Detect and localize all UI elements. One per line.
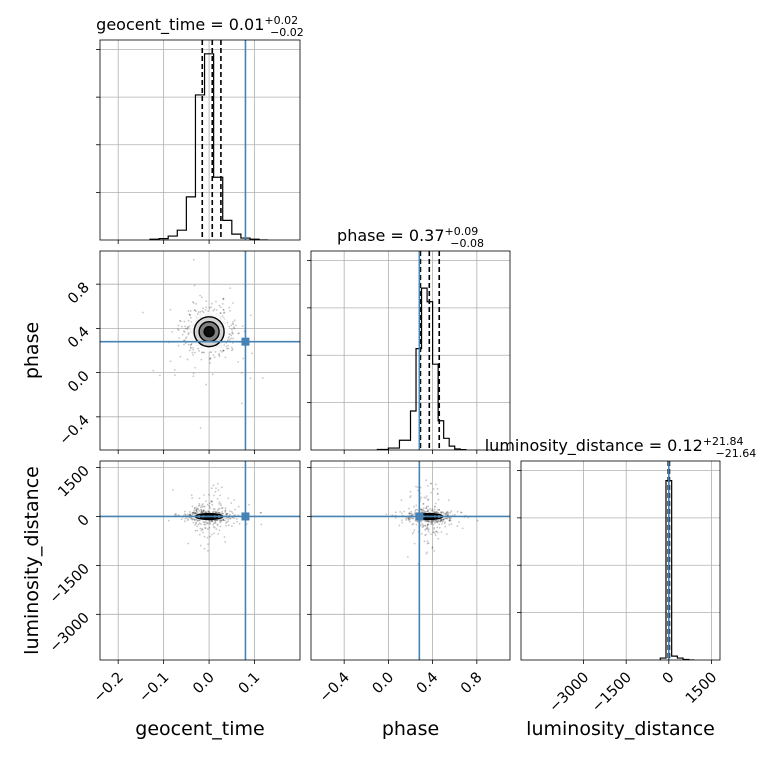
x-tick-label: 1500 [683,670,720,707]
gridlines [100,461,300,660]
histogram-geocent_time [149,53,269,240]
panel-phase-luminosity_distance: −0.4 0.0 0.4 0.8 phase [307,460,511,740]
panel-frame [310,460,511,661]
samples-phase-luminosity_distance [385,479,479,565]
y-tick-label: −3000 [47,610,93,656]
x-tick-label: −0.4 [317,670,353,706]
marginal-title: geocent_time = 0.01+0.02 −0.02 [96,14,304,39]
panel-luminosity_distance-luminosity_distance: luminosity_distance = 0.12+21.84 −21.64 −3… [485,435,757,740]
histogram-phase [376,287,467,450]
panel-geocent_time-phase: −0.4 0.0 0.4 0.8 phase [21,250,301,454]
x-tick-label: 0.0 [370,670,398,698]
panel-geocent_time-luminosity_distance: −3000−1500 0 1500 luminosity_distance −0.2 −0… [21,460,301,740]
panel-phase-phase: phase = 0.37+0.09 −0.08 [307,225,511,454]
x-axis-label: geocent_time [135,718,264,740]
panel-frame [99,460,301,661]
panel-frame [520,460,721,661]
x-tick-label: 0.1 [236,670,264,698]
histogram-luminosity_distance [659,479,695,660]
y-tick-label: 0.0 [65,368,93,396]
x-tick-label: 0 [660,670,678,688]
panel-frame [99,250,301,451]
truth-marker [415,512,424,521]
x-tick-label: −0.1 [136,670,172,706]
gridlines [100,251,300,450]
y-tick-label: −1500 [47,561,93,607]
y-tick-label: 0 [75,512,93,530]
y-axis-label: luminosity_distance [21,466,43,655]
samples-geocent_time-phase [141,258,264,430]
y-tick-label: −0.4 [57,412,93,448]
panel-geocent_time-geocent_time: geocent_time = 0.01+0.02 −0.02 [96,14,304,244]
truth-marker [241,512,250,521]
x-tick-label: 0.0 [190,670,218,698]
gridlines [100,40,300,240]
x-axis-label: luminosity_distance [526,718,715,740]
panel-frame [99,39,301,241]
marginal-title: luminosity_distance = 0.12+21.84 −21.64 [485,435,757,460]
y-axis-label: phase [21,322,43,379]
x-tick-label: −0.2 [91,670,127,706]
x-tick-label: −1500 [589,670,635,716]
y-tick-label: 0.8 [65,280,93,308]
gridlines [521,461,720,660]
x-tick-label: 0.8 [458,670,486,698]
truth-marker [241,337,250,346]
marginal-title: phase = 0.37+0.09 −0.08 [337,225,484,250]
y-tick-label: 1500 [55,463,92,500]
density-contour [203,326,215,338]
panel-frame [310,250,511,451]
gridlines [311,251,510,450]
y-tick-label: 0.4 [65,324,93,352]
x-tick-label: 0.4 [414,670,442,698]
x-tick-label: −3000 [546,670,592,716]
x-axis-label: phase [382,718,439,740]
